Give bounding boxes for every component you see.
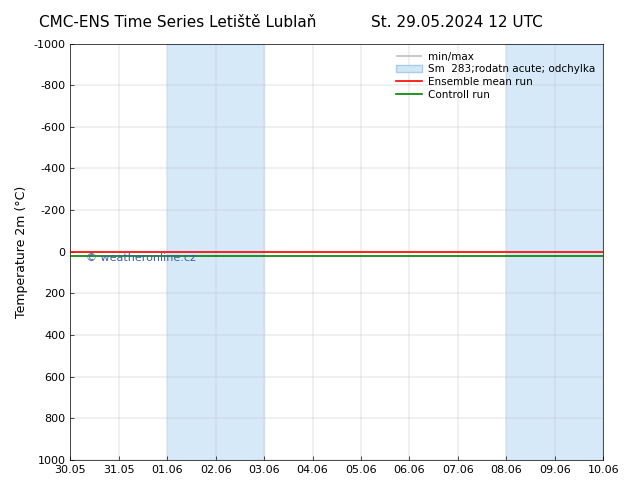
Y-axis label: Temperature 2m (°C): Temperature 2m (°C) <box>15 186 28 318</box>
Bar <box>507 44 603 460</box>
Text: CMC-ENS Time Series Letiště Lublaň: CMC-ENS Time Series Letiště Lublaň <box>39 15 316 30</box>
Text: St. 29.05.2024 12 UTC: St. 29.05.2024 12 UTC <box>371 15 542 30</box>
Text: © weatheronline.cz: © weatheronline.cz <box>86 253 197 263</box>
Legend: min/max, Sm  283;rodatn acute; odchylka, Ensemble mean run, Controll run: min/max, Sm 283;rodatn acute; odchylka, … <box>393 49 598 103</box>
Bar <box>167 44 264 460</box>
